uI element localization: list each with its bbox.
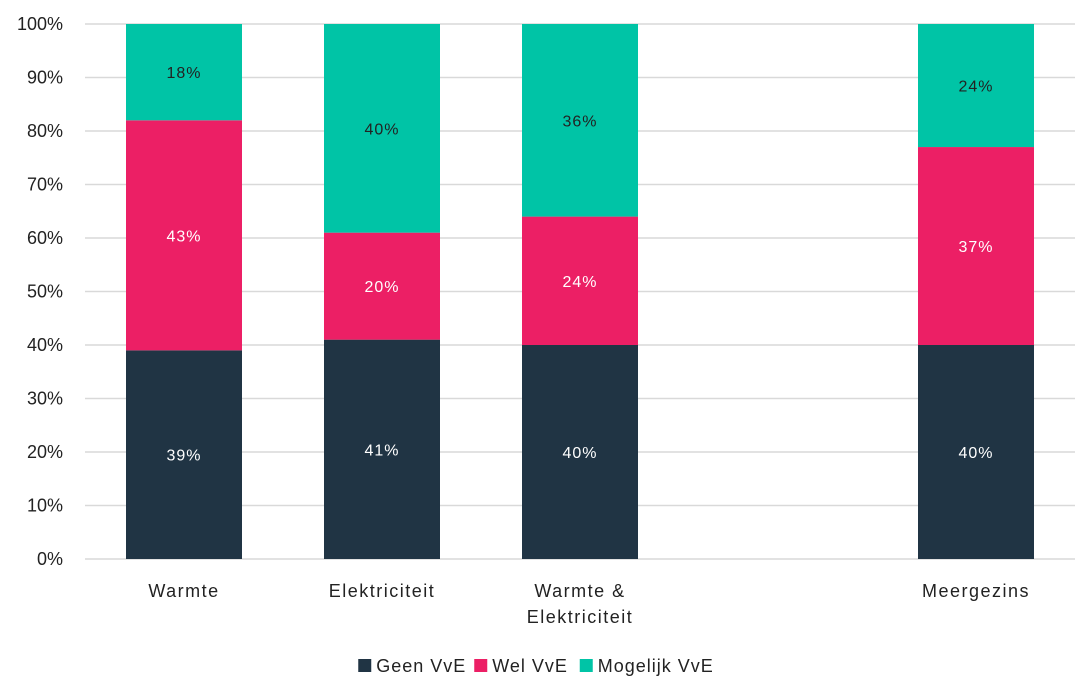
bar-segment [522, 24, 638, 217]
data-label: 24% [562, 274, 597, 291]
bar-segment [324, 24, 440, 233]
bar-segment [324, 232, 440, 340]
data-label: 20% [364, 279, 399, 296]
data-label: 40% [562, 445, 597, 462]
y-tick-label: 50% [27, 282, 63, 302]
bar-segment [522, 345, 638, 559]
legend-swatch [579, 659, 593, 672]
y-tick-label: 10% [27, 496, 63, 516]
data-label: 18% [166, 65, 201, 82]
data-label: 36% [562, 113, 597, 130]
data-label: 40% [958, 445, 993, 462]
data-label: 41% [364, 442, 399, 459]
legend-item: Geen VvE [358, 656, 466, 676]
bar-segment [918, 24, 1034, 148]
y-tick-label: 80% [27, 121, 63, 141]
x-axis-categories: Warmte Elektriciteit Warmte & Elektriciteit… [148, 581, 1030, 627]
category-label: Warmte & [534, 581, 625, 601]
legend-swatch [358, 659, 372, 672]
data-label: 37% [958, 239, 993, 256]
bar-segment [126, 350, 242, 559]
y-tick-label: 30% [27, 389, 63, 409]
data-labels: 39% 43% 18% 41% 20% 40% 40% 24% 36% 40% 37% 24% [166, 65, 993, 465]
legend-label: Wel VvE [492, 656, 568, 676]
y-tick-label: 90% [27, 68, 63, 88]
bar-segment [522, 216, 638, 345]
y-axis-ticks: 0% 10% 20% 30% 40% 50% 60% 70% 80% 90% 100% [17, 14, 63, 569]
bar-segment [126, 24, 242, 121]
bars [126, 24, 1034, 559]
y-tick-label: 0% [37, 549, 63, 569]
category-label: Elektriciteit [329, 581, 436, 601]
bar-segment [324, 339, 440, 559]
legend-item: Mogelijk VvE [579, 656, 714, 676]
y-tick-label: 100% [17, 14, 63, 34]
legend-label: Mogelijk VvE [598, 656, 714, 676]
data-label: 39% [166, 448, 201, 465]
category-label: Meergezins [922, 581, 1030, 601]
bar-segment [918, 147, 1034, 345]
data-label: 40% [364, 121, 399, 138]
bar-segment [918, 345, 1034, 559]
y-tick-label: 40% [27, 335, 63, 355]
legend: Geen VvE Wel VvE Mogelijk VvE [358, 656, 714, 676]
data-label: 43% [166, 228, 201, 245]
category-label: Elektriciteit [527, 607, 634, 627]
legend-item: Wel VvE [474, 656, 568, 676]
legend-swatch [474, 659, 488, 672]
category-label: Warmte [148, 581, 219, 601]
legend-label: Geen VvE [376, 656, 466, 676]
bar-segment [126, 120, 242, 351]
y-tick-label: 70% [27, 175, 63, 195]
y-tick-label: 20% [27, 442, 63, 462]
data-label: 24% [958, 79, 993, 96]
y-tick-label: 60% [27, 228, 63, 248]
